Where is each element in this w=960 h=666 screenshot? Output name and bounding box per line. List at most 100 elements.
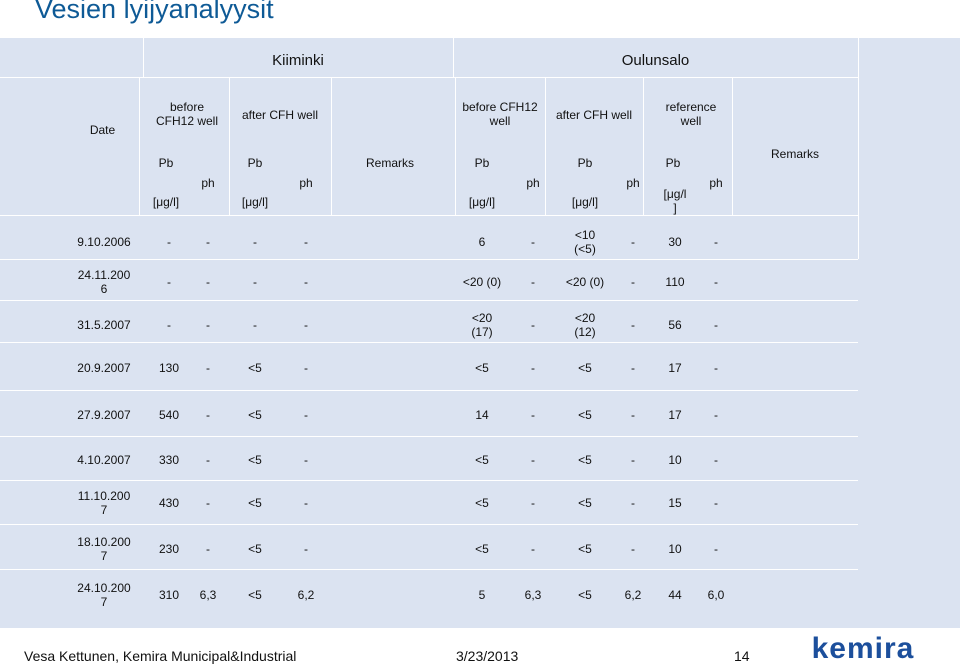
header-pb: Pb — [474, 156, 490, 170]
header-date: Date — [89, 123, 116, 137]
cell-k-pb1: 130 — [158, 361, 180, 375]
cell-k-ph1: - — [206, 275, 210, 289]
grid-hline — [0, 300, 858, 301]
header-kiiminki-before: before CFH12 well — [155, 100, 218, 128]
cell-k-ph1: - — [206, 542, 210, 556]
cell-o-pb3: 30 — [668, 235, 682, 249]
cell-o-pb2: <20 (12) — [574, 311, 596, 339]
cell-date: 27.9.2007 — [77, 408, 131, 422]
cell-k-pb2: - — [253, 235, 257, 249]
cell-k-ph2: 6,2 — [297, 588, 315, 602]
grid-vline — [453, 38, 454, 77]
footer-date: 3/23/2013 — [456, 648, 519, 664]
grid-hline — [0, 436, 858, 437]
cell-date: 20.9.2007 — [77, 361, 131, 375]
cell-k-ph2: - — [304, 453, 308, 467]
cell-o-ph2: - — [631, 408, 635, 422]
grid-hline — [0, 480, 858, 481]
cell-o-ph3: - — [714, 361, 718, 375]
cell-k-ph1: - — [206, 235, 210, 249]
cell-date: 4.10.2007 — [77, 453, 131, 467]
cell-k-pb1: 540 — [158, 408, 180, 422]
cell-date: 11.10.200 7 — [77, 489, 131, 517]
cell-k-ph1: - — [206, 318, 210, 332]
cell-o-pb1: 6 — [478, 235, 486, 249]
footer-page-number: 14 — [734, 648, 750, 664]
cell-k-pb2: <5 — [248, 361, 262, 375]
slide-title: Vesien lyijyanalyysit — [35, 0, 274, 24]
grid-hline — [0, 215, 858, 216]
cell-o-pb2: <5 — [578, 453, 592, 467]
cell-o-ph1: - — [531, 408, 535, 422]
header-ph: ph — [299, 176, 313, 190]
cell-k-pb1: - — [167, 235, 171, 249]
header-unit: [μg/l] — [468, 195, 496, 209]
cell-o-pb3: 10 — [668, 453, 682, 467]
cell-o-pb3: 110 — [665, 275, 685, 289]
cell-o-ph2: 6,2 — [624, 588, 642, 602]
header-pb: Pb — [577, 156, 593, 170]
grid-hline — [0, 77, 858, 78]
header-unit: [μg/l ] — [663, 187, 687, 215]
grid-vline — [545, 77, 546, 215]
cell-o-ph2: - — [631, 275, 635, 289]
cell-k-ph2: - — [304, 496, 308, 510]
header-pb: Pb — [158, 156, 174, 170]
cell-o-pb2: <5 — [578, 361, 592, 375]
kemira-logo: kemira — [811, 632, 915, 665]
cell-k-ph2: - — [304, 318, 308, 332]
cell-k-ph2: - — [304, 275, 308, 289]
cell-o-pb3: 17 — [668, 361, 682, 375]
cell-o-ph1: - — [531, 235, 535, 249]
cell-o-pb1: <5 — [475, 361, 489, 375]
grid-vline — [331, 77, 332, 215]
cell-o-pb3: 17 — [668, 408, 682, 422]
cell-o-pb1: 5 — [478, 588, 486, 602]
header-unit: [μg/l] — [571, 195, 599, 209]
cell-o-ph3: - — [714, 318, 718, 332]
header-unit: [μg/l] — [241, 195, 269, 209]
cell-o-ph1: - — [531, 453, 535, 467]
header-oulunsalo-reference: reference well — [665, 100, 717, 128]
grid-vline — [643, 77, 644, 215]
cell-k-ph1: - — [206, 408, 210, 422]
cell-k-ph1: - — [206, 496, 210, 510]
grid-hline — [0, 569, 858, 570]
grid-hline — [0, 390, 858, 391]
cell-o-ph1: - — [531, 496, 535, 510]
cell-o-ph3: - — [714, 275, 718, 289]
cell-o-ph3: - — [714, 453, 718, 467]
cell-k-pb2: - — [253, 318, 257, 332]
header-ph: ph — [626, 176, 640, 190]
group-oulunsalo: Oulunsalo — [621, 52, 690, 69]
grid-hline — [0, 259, 858, 260]
cell-o-pb3: 15 — [668, 496, 682, 510]
cell-k-pb1: 430 — [158, 496, 180, 510]
header-unit: [μg/l] — [152, 195, 180, 209]
header-ph: ph — [201, 176, 215, 190]
header-ph: ph — [709, 176, 723, 190]
cell-o-ph3: - — [714, 408, 718, 422]
header-oulunsalo-before: before CFH12 well — [462, 100, 538, 128]
cell-o-pb2: <5 — [578, 408, 592, 422]
cell-k-pb1: - — [167, 318, 171, 332]
cell-o-pb3: 44 — [668, 588, 682, 602]
cell-k-pb2: <5 — [248, 588, 262, 602]
cell-o-pb1: <5 — [475, 453, 489, 467]
cell-o-ph2: - — [631, 318, 635, 332]
cell-k-ph1: - — [206, 453, 210, 467]
header-pb: Pb — [665, 156, 681, 170]
cell-k-ph1: - — [206, 361, 210, 375]
cell-k-pb2: <5 — [248, 542, 262, 556]
grid-vline — [455, 77, 456, 215]
cell-k-ph2: - — [304, 542, 308, 556]
cell-k-pb2: <5 — [248, 408, 262, 422]
cell-o-ph1: 6,3 — [524, 588, 542, 602]
cell-o-ph1: - — [531, 275, 535, 289]
cell-o-ph2: - — [631, 542, 635, 556]
cell-k-pb2: <5 — [248, 453, 262, 467]
cell-k-pb1: 310 — [158, 588, 180, 602]
cell-o-pb2: <5 — [578, 588, 592, 602]
cell-o-pb1: 14 — [475, 408, 489, 422]
cell-k-pb1: 330 — [158, 453, 180, 467]
